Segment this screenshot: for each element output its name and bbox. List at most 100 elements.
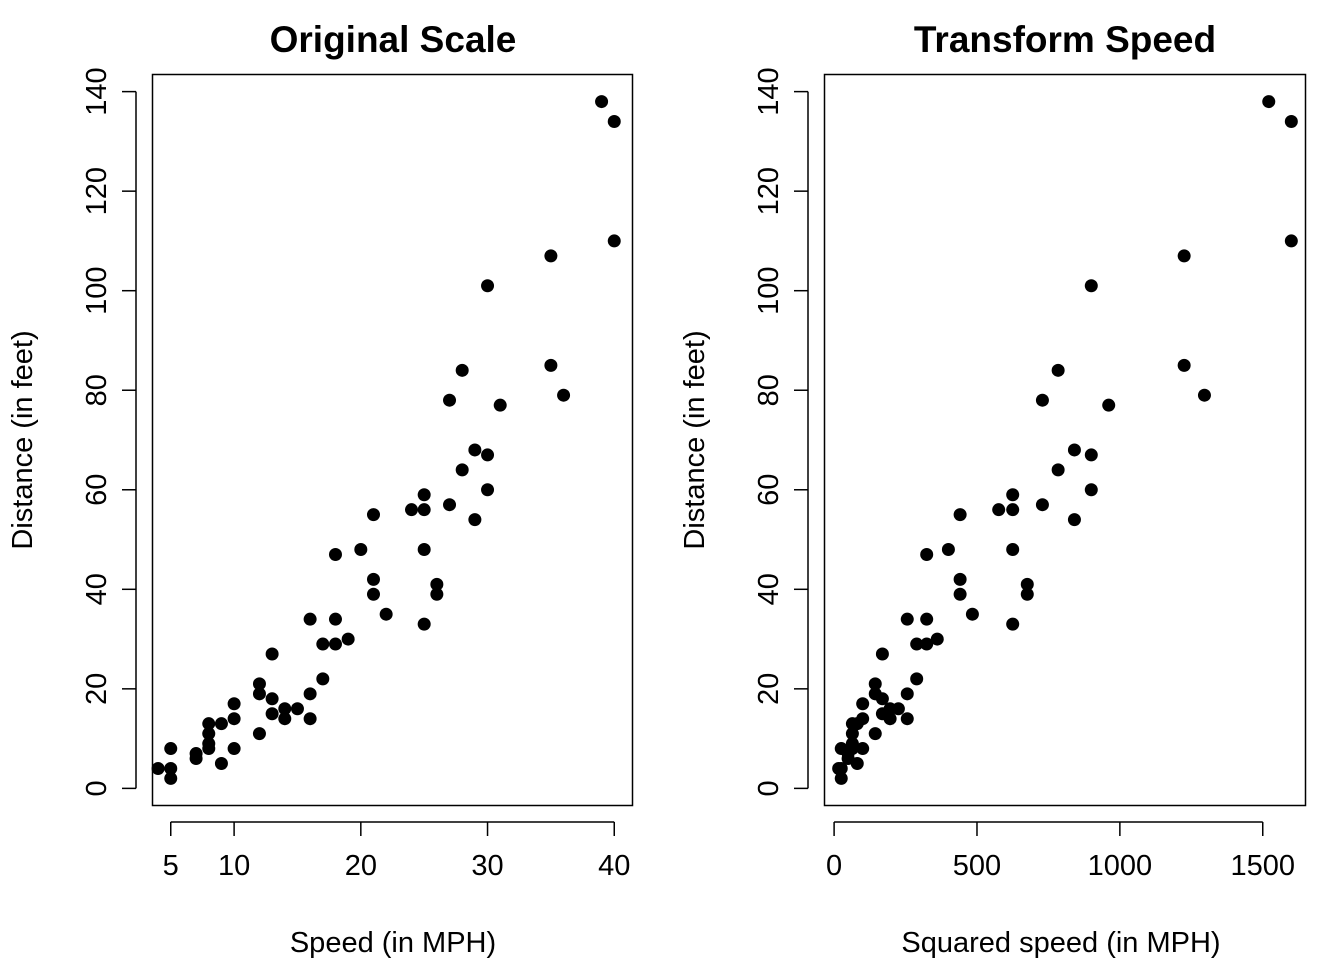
data-points <box>832 95 1298 785</box>
data-point <box>1035 393 1049 407</box>
data-point <box>455 463 469 477</box>
data-point <box>405 503 419 517</box>
data-point <box>265 707 279 721</box>
data-point <box>1177 358 1191 372</box>
data-point <box>303 687 317 701</box>
data-point <box>202 727 216 741</box>
data-point <box>850 757 864 770</box>
data-point <box>900 687 914 701</box>
x-tick-label: 1500 <box>1230 850 1295 882</box>
data-point <box>1067 513 1081 527</box>
data-point <box>430 587 444 601</box>
y-axis: 0 20 40 60 80 100 120 140 <box>81 67 137 796</box>
data-point <box>1084 448 1098 462</box>
plot-frame <box>823 73 1307 807</box>
data-point <box>1051 363 1065 377</box>
x-axis-label: Speed (in MPH) <box>290 927 496 959</box>
plot-frame <box>151 73 634 807</box>
data-point <box>455 363 469 377</box>
x-tick-label: 5 <box>163 850 179 882</box>
data-point <box>900 612 914 626</box>
chart-title: Transform Speed <box>914 19 1216 60</box>
y-tick-label: 40 <box>81 573 113 605</box>
data-point <box>1102 398 1116 412</box>
data-point <box>303 712 317 726</box>
y-tick-label: 0 <box>81 780 113 796</box>
y-axis: 0 20 40 60 80 100 120 140 <box>753 67 809 796</box>
data-point <box>316 672 330 686</box>
data-point <box>868 727 882 741</box>
data-point <box>1006 617 1020 631</box>
data-point <box>290 702 304 716</box>
y-tick-label: 20 <box>81 673 113 705</box>
data-point <box>1084 483 1098 497</box>
data-point <box>910 672 924 686</box>
x-tick-label: 20 <box>345 850 377 882</box>
data-point <box>227 742 241 756</box>
data-point <box>607 114 621 128</box>
data-point <box>845 727 859 741</box>
data-point <box>1051 463 1065 477</box>
x-tick-label: 10 <box>218 850 250 882</box>
data-point <box>417 488 431 502</box>
y-tick-label: 20 <box>753 673 785 705</box>
data-point <box>430 577 444 591</box>
data-point <box>443 498 457 512</box>
data-point <box>252 727 266 741</box>
y-tick-label: 60 <box>753 474 785 506</box>
data-point <box>1006 488 1020 502</box>
data-point <box>227 697 241 711</box>
y-tick-label: 120 <box>81 167 113 215</box>
y-tick-label: 140 <box>81 67 113 115</box>
data-point <box>481 448 495 462</box>
data-point <box>252 677 266 691</box>
data-point <box>875 692 889 706</box>
x-tick-label: 30 <box>471 850 503 882</box>
data-point <box>868 677 882 691</box>
data-point <box>316 637 330 651</box>
data-point <box>493 398 507 412</box>
y-tick-label: 60 <box>81 474 113 506</box>
data-point <box>214 757 228 770</box>
data-point <box>164 761 178 775</box>
data-point <box>265 647 279 661</box>
data-point <box>953 587 967 601</box>
data-point <box>965 607 979 621</box>
y-tick-label: 80 <box>81 374 113 406</box>
data-point <box>252 687 266 701</box>
data-point <box>1006 503 1020 517</box>
data-point <box>202 717 216 731</box>
data-point <box>227 712 241 726</box>
data-point <box>595 95 609 109</box>
data-point <box>278 702 292 716</box>
data-point <box>1020 577 1034 591</box>
data-point <box>834 771 848 785</box>
data-point <box>834 761 848 775</box>
data-point <box>417 503 431 517</box>
y-tick-label: 120 <box>753 167 785 215</box>
data-point <box>328 637 342 651</box>
data-point <box>278 712 292 726</box>
data-point <box>920 547 934 561</box>
data-point <box>1084 279 1098 293</box>
x-axis: 0 500 1000 1500 <box>826 821 1295 882</box>
data-point <box>468 513 482 527</box>
panel-original-scale: Original Scale 5 10 20 30 40 0 20 40 60 80 100 120… <box>7 19 634 959</box>
data-point <box>366 572 380 586</box>
data-point <box>607 234 621 248</box>
x-tick-label: 40 <box>598 850 630 882</box>
y-tick-label: 100 <box>81 266 113 314</box>
data-point <box>189 752 203 766</box>
data-point <box>341 632 355 646</box>
data-point <box>953 572 967 586</box>
data-point <box>1067 443 1081 457</box>
data-point <box>953 508 967 522</box>
data-point <box>202 737 216 751</box>
data-point <box>1197 388 1211 402</box>
data-point <box>468 443 482 457</box>
y-tick-label: 40 <box>753 573 785 605</box>
data-point <box>417 542 431 556</box>
data-point <box>303 612 317 626</box>
data-points <box>151 95 621 785</box>
data-point <box>151 761 165 775</box>
